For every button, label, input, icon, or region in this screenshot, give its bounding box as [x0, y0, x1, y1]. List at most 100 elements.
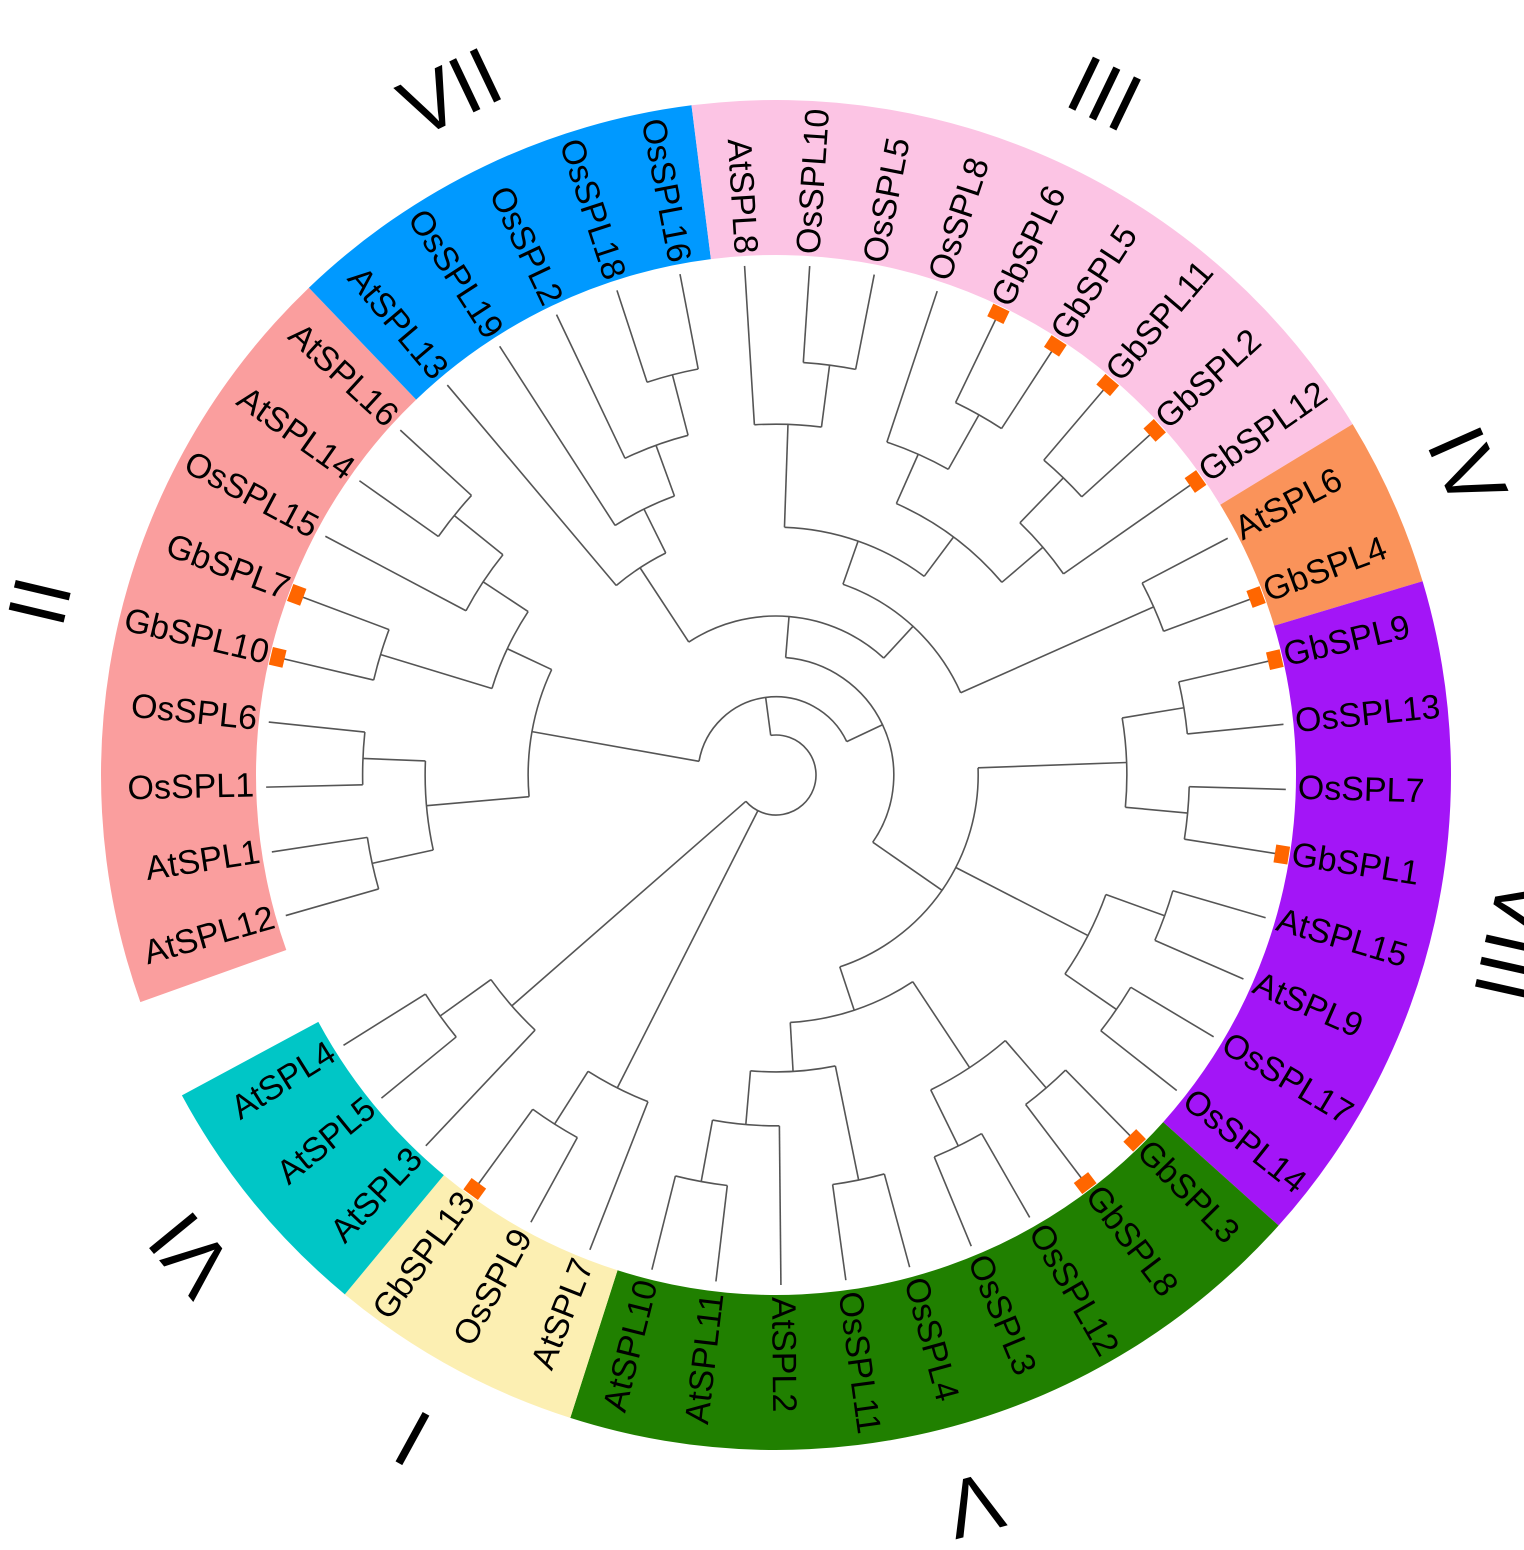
- branch: [1025, 1104, 1085, 1182]
- branch: [1130, 986, 1215, 1038]
- gene-marker: [268, 647, 287, 668]
- branch: [425, 1029, 536, 1147]
- branch: [279, 657, 374, 681]
- sector-v: [570, 1122, 1279, 1451]
- gene-marker: [1073, 1172, 1097, 1195]
- branch: [1000, 347, 1055, 429]
- group-sectors: [101, 100, 1451, 1451]
- gene-marker: [1265, 649, 1284, 670]
- branch-arc: [615, 552, 667, 587]
- branch-arc: [491, 611, 529, 689]
- branch: [883, 625, 914, 659]
- gene-marker: [1143, 419, 1166, 442]
- branch: [271, 836, 368, 853]
- branch: [439, 978, 492, 1017]
- branch: [285, 888, 379, 917]
- branch-arc: [490, 979, 536, 1031]
- branch: [380, 1036, 457, 1099]
- branch: [933, 1156, 972, 1247]
- branch: [912, 981, 971, 1069]
- sector-vi: [181, 1021, 444, 1295]
- branch-arc: [1025, 1069, 1067, 1106]
- branch: [1001, 546, 1044, 583]
- branch: [589, 1101, 649, 1251]
- branch-arc: [614, 495, 675, 527]
- branch-arc: [886, 441, 949, 471]
- branch-arc: [366, 837, 380, 890]
- branch: [872, 841, 943, 891]
- branch: [700, 1119, 714, 1182]
- branch: [616, 810, 759, 1089]
- group-label-i: I: [381, 1392, 445, 1483]
- branch: [643, 508, 667, 554]
- branch: [1065, 1069, 1134, 1140]
- branch: [842, 540, 859, 585]
- leaf-label-osspl1: OsSPL1: [127, 766, 254, 807]
- branch: [426, 795, 530, 807]
- branch: [764, 697, 772, 736]
- branch: [555, 314, 626, 459]
- branch-arc: [745, 734, 817, 816]
- branch-arc: [784, 526, 925, 577]
- branch: [475, 1108, 534, 1188]
- leaf-label-atspl8: AtSPL8: [720, 138, 765, 255]
- branch: [743, 265, 756, 425]
- sector-iv: [1220, 424, 1423, 626]
- branch: [530, 1137, 579, 1223]
- branch-arc: [624, 434, 689, 460]
- sector-vii: [308, 105, 711, 400]
- branch: [1125, 806, 1188, 814]
- gene-marker: [463, 1178, 487, 1200]
- branch-arc: [712, 1119, 780, 1127]
- branch: [886, 290, 938, 443]
- branch-arc: [372, 629, 390, 681]
- branch: [745, 1070, 752, 1125]
- branch-arc: [790, 981, 914, 1024]
- sector-iii: [691, 100, 1353, 505]
- branch-arc: [754, 423, 822, 428]
- branch: [655, 445, 676, 497]
- branch: [854, 274, 876, 370]
- gene-marker: [287, 584, 307, 606]
- branch: [923, 536, 955, 577]
- branch: [820, 364, 831, 428]
- leaf-label-osspl7: OsSPL7: [1297, 769, 1425, 811]
- branch: [1004, 1040, 1047, 1089]
- tree-branches: [266, 265, 1286, 1285]
- branch: [506, 647, 553, 671]
- sector-viii: [1163, 581, 1451, 1226]
- branch: [498, 345, 616, 526]
- branch-arc: [1100, 986, 1132, 1032]
- group-label-vi: VI: [132, 1195, 251, 1313]
- branch: [358, 480, 439, 538]
- branch: [1105, 893, 1165, 917]
- branch: [651, 1175, 677, 1270]
- branch: [639, 567, 690, 643]
- branch: [380, 653, 493, 690]
- group-label-iv: IV: [1409, 414, 1524, 522]
- branch: [1172, 889, 1266, 919]
- branch: [783, 424, 789, 528]
- branch: [1187, 723, 1284, 735]
- branch: [616, 290, 648, 383]
- branch: [1122, 706, 1185, 719]
- group-label-ii: II: [0, 569, 90, 634]
- gene-marker: [987, 303, 1010, 325]
- branch: [268, 721, 365, 733]
- branch-arc: [930, 1039, 1006, 1091]
- branch: [1163, 596, 1255, 633]
- branch-arc: [803, 361, 856, 371]
- branch: [883, 1173, 911, 1268]
- branch-arc: [839, 767, 979, 968]
- branch: [895, 453, 919, 504]
- branch: [671, 374, 689, 436]
- branch: [1081, 431, 1154, 498]
- branch: [778, 1125, 782, 1285]
- gene-marker: [1246, 586, 1266, 608]
- group-label-viii: VIII: [1456, 870, 1524, 1010]
- gene-marker: [1184, 470, 1207, 493]
- branch: [1043, 386, 1108, 461]
- gene-marker: [1273, 844, 1291, 865]
- branch: [399, 429, 473, 497]
- branch: [482, 581, 529, 613]
